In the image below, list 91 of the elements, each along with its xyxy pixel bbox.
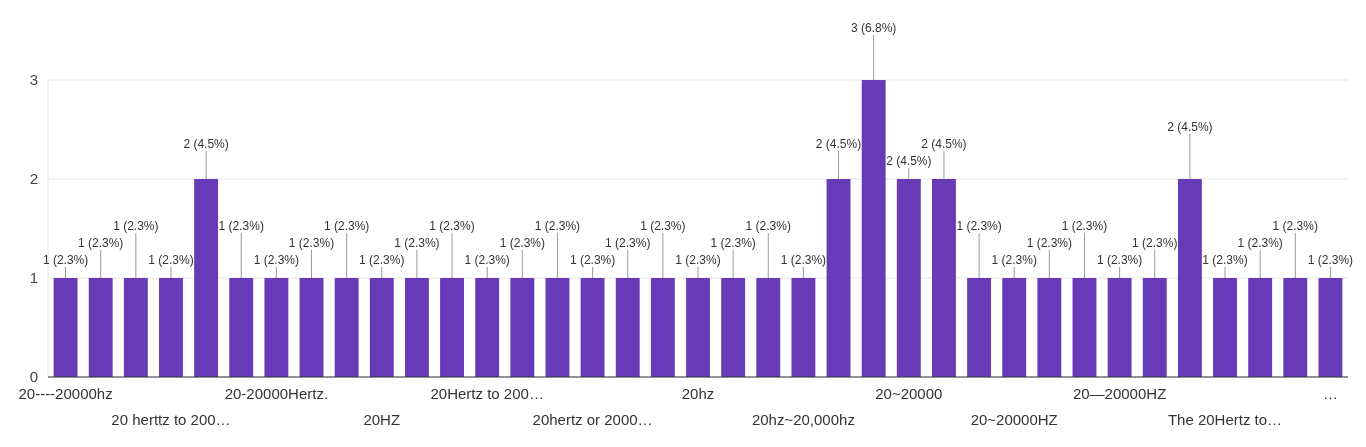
x-tick-label: 20 herttz to 200… [111, 411, 231, 428]
data-label: 1 (2.3%) [1202, 253, 1248, 267]
data-label: 2 (4.5%) [815, 137, 862, 151]
data-label: 1 (2.3%) [1061, 219, 1108, 233]
data-label: 1 (2.3%) [42, 253, 89, 267]
bar [440, 278, 464, 377]
x-tick-label: 20-20000Hertz. [224, 385, 329, 402]
x-tick-label: The 20Hertz to… [1167, 411, 1283, 428]
bar [510, 278, 535, 377]
x-tick-label: 20hz~20,000hz [751, 411, 855, 428]
x-tick-label: 20Hertz to 200… [430, 385, 544, 402]
data-label: 2 (4.5%) [183, 137, 229, 151]
bar [1177, 179, 1202, 377]
x-tick-label: 20—20000HZ [1072, 385, 1167, 402]
bar [475, 278, 500, 377]
data-label: 1 (2.3%) [1237, 236, 1283, 250]
data-label: 1 (2.3%) [148, 253, 194, 267]
bar [229, 278, 254, 377]
data-label: 1 (2.3%) [710, 236, 756, 250]
bar [580, 278, 605, 377]
data-label: 1 (2.3%) [499, 236, 545, 250]
bar [1213, 278, 1237, 377]
bar [861, 80, 886, 377]
bar [53, 278, 78, 377]
bar [369, 278, 394, 377]
data-label: 1 (2.3%) [1132, 236, 1178, 250]
x-tick-label: … [1322, 385, 1338, 402]
data-label: 1 (2.3%) [605, 236, 651, 250]
bar [545, 278, 570, 377]
y-tick-label: 1 [29, 269, 38, 287]
data-label: 1 (2.3%) [218, 219, 264, 233]
bar [1072, 278, 1097, 377]
data-label: 1 (2.3%) [253, 253, 300, 267]
data-label: 1 (2.3%) [780, 253, 827, 267]
bar [1037, 278, 1062, 377]
y-tick-label: 3 [29, 71, 38, 89]
data-label: 1 (2.3%) [429, 219, 475, 233]
x-tick-label: 20hertz or 2000… [532, 411, 653, 428]
bar [264, 278, 289, 377]
bar [615, 278, 640, 377]
x-tick-label: 20hz [681, 385, 715, 402]
x-tick-label: 20~20000 [875, 385, 943, 402]
data-label: 1 (2.3%) [991, 253, 1037, 267]
bar [967, 278, 992, 377]
bar [791, 278, 816, 377]
bar [1142, 278, 1167, 377]
data-label: 3 (6.8%) [851, 21, 897, 35]
bar [1283, 278, 1308, 377]
bar [650, 278, 675, 377]
bar [88, 278, 113, 377]
bar [123, 278, 148, 377]
data-label: 2 (4.5%) [921, 137, 967, 151]
data-label: 1 (2.3%) [1272, 219, 1318, 233]
bar [159, 278, 183, 377]
bar [299, 278, 324, 377]
bar [896, 179, 921, 377]
bar [334, 278, 359, 377]
data-label: 1 (2.3%) [534, 219, 581, 233]
x-tick-label: 20----20000hz [18, 385, 113, 402]
bar [1248, 278, 1273, 377]
bar [826, 179, 851, 377]
data-label: 1 (2.3%) [1096, 253, 1143, 267]
data-label: 1 (2.3%) [359, 253, 405, 267]
data-label: 1 (2.3%) [288, 236, 335, 250]
bar [721, 278, 746, 377]
data-label: 1 (2.3%) [464, 253, 510, 267]
x-tick-label: 20~20000HZ [970, 411, 1058, 428]
data-label: 1 (2.3%) [394, 236, 440, 250]
data-label: 2 (4.5%) [1167, 120, 1213, 134]
data-label: 1 (2.3%) [745, 219, 791, 233]
bar [686, 278, 710, 377]
data-label: 1 (2.3%) [569, 253, 616, 267]
bar [1002, 278, 1027, 377]
y-tick-label: 0 [29, 368, 38, 386]
bar [1318, 278, 1343, 377]
y-tick-label: 2 [29, 170, 38, 188]
data-label: 1 (2.3%) [1307, 253, 1354, 267]
data-label: 1 (2.3%) [675, 253, 721, 267]
data-label: 1 (2.3%) [956, 219, 1002, 233]
bar [1107, 278, 1132, 377]
data-label: 1 (2.3%) [1026, 236, 1073, 250]
data-label: 1 (2.3%) [113, 219, 159, 233]
bar [194, 179, 219, 377]
x-tick-label: 20HZ [363, 411, 401, 428]
bar [404, 278, 429, 377]
data-label: 1 (2.3%) [323, 219, 370, 233]
data-label: 1 (2.3%) [78, 236, 124, 250]
bar [932, 179, 956, 377]
bar [756, 278, 781, 377]
data-label: 2 (4.5%) [886, 154, 932, 168]
data-label: 1 (2.3%) [640, 219, 686, 233]
